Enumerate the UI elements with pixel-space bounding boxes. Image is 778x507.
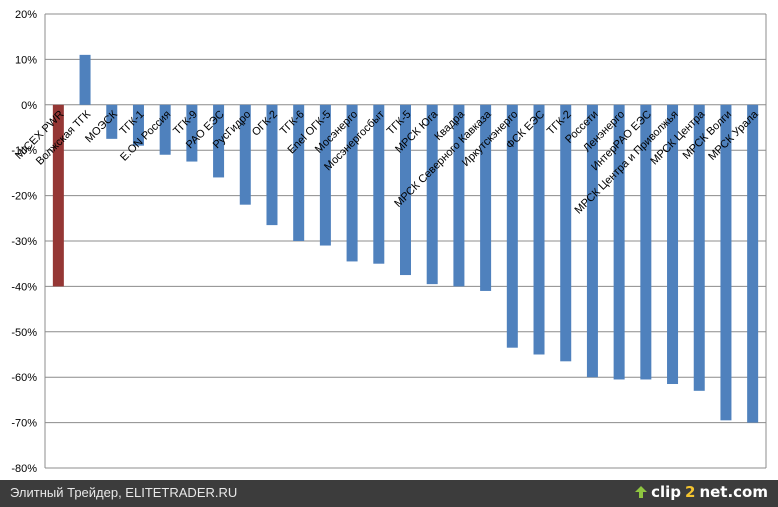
y-tick-label: -40% <box>11 281 37 293</box>
bar <box>159 104 171 155</box>
bar <box>667 104 679 385</box>
y-tick-label: 20% <box>15 9 37 21</box>
bar <box>426 104 438 285</box>
bar <box>79 54 91 105</box>
y-tick-label: -80% <box>11 463 37 475</box>
bars <box>52 54 759 423</box>
bar <box>239 104 251 205</box>
bar <box>293 104 305 241</box>
bar <box>586 104 598 378</box>
bar <box>319 104 331 246</box>
y-tick-label: -30% <box>11 236 37 248</box>
bar <box>132 104 144 146</box>
bar <box>747 104 759 423</box>
bar <box>506 104 518 348</box>
clip2net-logo: clip 2 net.com <box>635 483 768 501</box>
bar <box>533 104 545 355</box>
brand-text-3: net.com <box>699 483 768 501</box>
bar <box>106 104 118 139</box>
y-tick-label: -70% <box>11 418 37 430</box>
bar <box>640 104 652 380</box>
y-axis-ticks: -80% -70% -60% -50% -40% -30% -20% -10% 0% 10% 20% <box>11 9 37 475</box>
bar <box>400 104 411 276</box>
bar <box>346 104 358 262</box>
bar <box>560 104 572 362</box>
footer-bar: Элитный Трейдер, ELITETRADER.RU clip 2 net… <box>0 480 778 507</box>
brand-text-2: 2 <box>685 483 696 501</box>
bar <box>480 104 492 291</box>
bar <box>613 104 625 380</box>
y-tick-label: -20% <box>11 191 37 203</box>
y-tick-label: 10% <box>15 54 37 66</box>
y-tick-label: -60% <box>11 372 37 384</box>
y-tick-label: -10% <box>11 145 37 157</box>
bar <box>720 104 732 421</box>
bar <box>52 104 64 287</box>
y-tick-label: -50% <box>11 327 37 339</box>
bar <box>186 104 198 162</box>
bar-chart: -80% -70% -60% -50% -40% -30% -20% -10% 0% 10% 20%… <box>11 9 767 475</box>
y-tick-label: 0% <box>21 100 37 112</box>
bar <box>213 104 225 178</box>
bar <box>693 104 705 391</box>
source-label: Элитный Трейдер, ELITETRADER.RU <box>10 485 238 500</box>
upload-arrow-icon <box>635 486 648 498</box>
brand-text-1: clip <box>651 483 681 501</box>
bar <box>266 104 278 226</box>
bar <box>373 104 385 264</box>
bar <box>453 104 465 287</box>
